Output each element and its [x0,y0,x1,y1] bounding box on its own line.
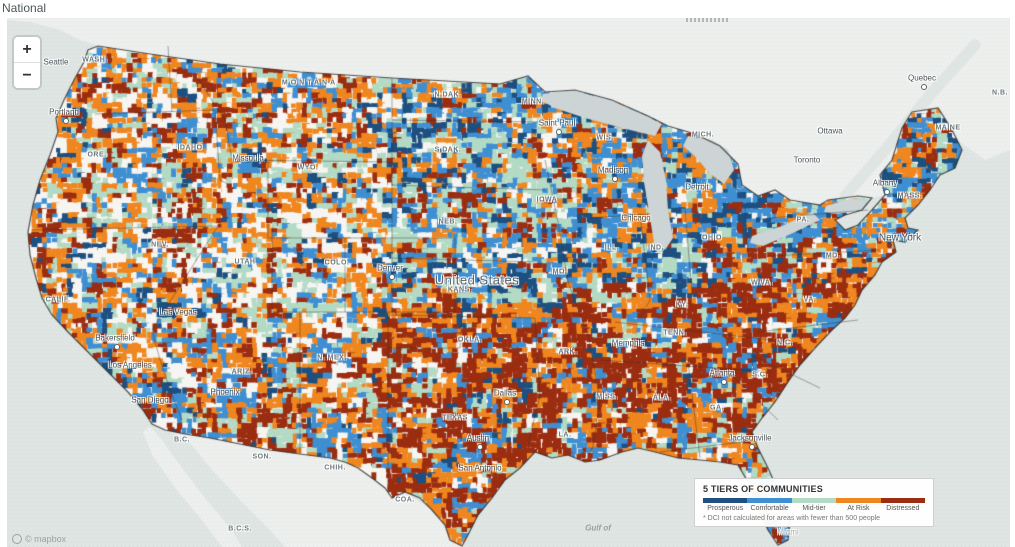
page-title: National [2,1,47,15]
legend-tier-label-at-risk: At Risk [847,505,870,512]
legend-swatch-at-risk [836,498,881,503]
zoom-in-button[interactable]: + [14,37,40,62]
mapbox-logo-icon [12,534,22,544]
legend-tier-label-comfortable: Comfortable [750,505,789,512]
unreadable-map-text [686,18,730,22]
legend-footnote: * DCI not calculated for areas with fewe… [703,515,881,522]
legend-swatch-prosperous [703,498,748,503]
zoom-out-button[interactable]: − [14,63,40,88]
legend-swatch-distressed [880,498,926,503]
legend-tier-label-prosperous: Prosperous [707,505,744,512]
attribution-text: © mapbox [25,534,67,544]
zoom-control-divider [14,62,40,63]
legend-swatch-mid-tier [791,498,837,503]
legend-tier-labels: Prosperous Comfortable Mid-tier At Risk Dist… [703,505,925,512]
map-attribution[interactable]: © mapbox [12,534,66,544]
legend-box: 5 TIERS OF COMMUNITIES Prosperous Comfort… [694,478,934,527]
legend-tier-label-distressed: Distressed [886,505,920,512]
map-viewport[interactable]: WASH. MONTANA N.DAK. S.DAK. ORE. IDAHO WYO. NEV… [7,18,1010,547]
zoom-control: + − [14,37,40,88]
choropleth-map-canvas[interactable] [7,18,1010,547]
legend-tier-label-mid-tier: Mid-tier [802,505,826,512]
legend-swatch-comfortable [747,498,792,503]
legend-title: 5 TIERS OF COMMUNITIES [703,484,823,494]
legend-color-bar [703,498,926,503]
country-label: United States [434,272,520,288]
